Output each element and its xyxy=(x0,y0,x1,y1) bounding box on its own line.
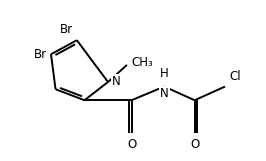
Text: Br: Br xyxy=(60,23,73,36)
Text: Cl: Cl xyxy=(229,70,241,83)
Text: N: N xyxy=(160,87,169,99)
Text: O: O xyxy=(190,138,199,151)
Text: N: N xyxy=(112,75,121,87)
Text: O: O xyxy=(127,138,136,151)
Text: CH₃: CH₃ xyxy=(131,56,153,69)
Text: Br: Br xyxy=(34,48,47,61)
Text: H: H xyxy=(160,66,169,80)
